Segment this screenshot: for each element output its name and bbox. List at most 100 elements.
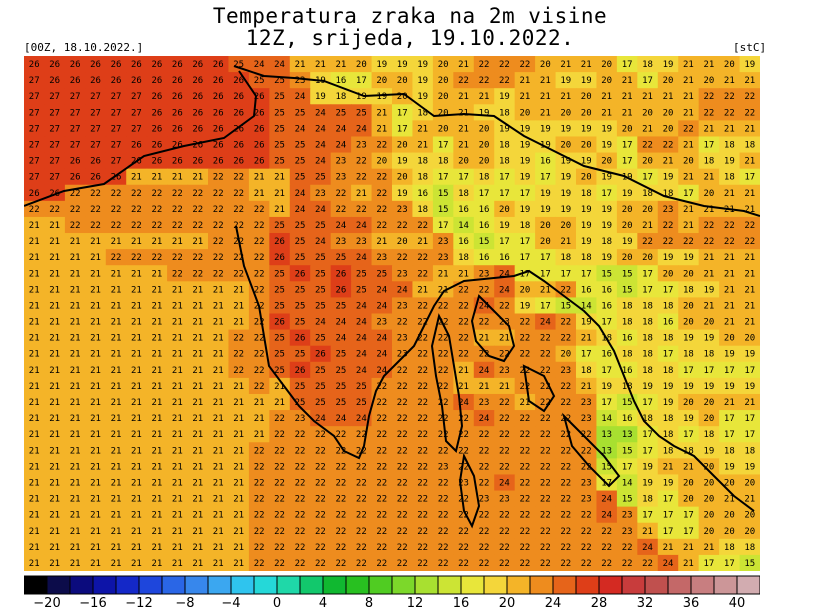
temperature-value: 22 [417, 543, 428, 553]
temperature-cell [167, 104, 189, 121]
temperature-cell [698, 120, 720, 138]
temperature-value: 22 [315, 511, 326, 521]
temperature-value: 20 [438, 108, 449, 118]
colorbar-swatch [161, 575, 186, 595]
colorbar-swatch [253, 575, 278, 595]
temperature-value: 17 [724, 414, 735, 424]
temperature-value: 21 [49, 495, 60, 505]
temperature-value: 22 [233, 334, 244, 344]
temperature-value: 22 [499, 60, 510, 70]
temperature-cell [494, 200, 516, 218]
temperature-value: 21 [151, 350, 162, 360]
temperature-cell [330, 297, 352, 315]
temperature-value: 21 [49, 301, 60, 311]
colorbar-tick-label: 24 [544, 596, 562, 611]
temperature-cell [576, 265, 598, 282]
temperature-cell [453, 120, 475, 138]
temperature-value: 22 [438, 366, 449, 376]
temperature-value: 22 [295, 462, 306, 472]
temperature-cell [187, 88, 209, 105]
temperature-value: 17 [601, 398, 612, 408]
temperature-value: 22 [417, 478, 428, 488]
temperature-cell [146, 281, 168, 298]
temperature-cell [719, 88, 741, 105]
temperature-cell [228, 184, 250, 202]
temperature-value: 25 [274, 350, 285, 360]
temperature-value: 21 [642, 124, 653, 134]
temperature-cell [412, 297, 434, 315]
temperature-value: 22 [274, 511, 285, 521]
temperature-value: 22 [458, 527, 469, 537]
temperature-cell [678, 56, 700, 73]
temperature-cell [739, 233, 760, 250]
temperature-value: 21 [131, 511, 142, 521]
temperature-cell [616, 281, 638, 298]
colorbar-tick-label: 16 [452, 596, 470, 611]
temperature-value: 21 [172, 382, 183, 392]
temperature-cell [412, 152, 434, 170]
temperature-value: 25 [376, 269, 387, 279]
temperature-value: 22 [642, 559, 653, 569]
temperature-value: 21 [131, 527, 142, 537]
temperature-cell [657, 216, 679, 234]
temperature-value: 24 [315, 108, 326, 118]
temperature-value: 17 [642, 430, 653, 440]
temperature-value: 25 [315, 382, 326, 392]
temperature-value: 25 [335, 398, 346, 408]
temperature-value: 26 [213, 141, 224, 151]
temperature-cell [678, 216, 700, 234]
temperature-value: 19 [663, 60, 674, 70]
temperature-value: 20 [683, 398, 694, 408]
temperature-cell [555, 200, 577, 218]
temperature-value: 22 [519, 462, 530, 472]
temperature-cell [739, 104, 760, 121]
temperature-value: 22 [397, 430, 408, 440]
temperature-value: 22 [417, 511, 428, 521]
temperature-value: 25 [315, 285, 326, 295]
temperature-value: 26 [70, 76, 81, 86]
temperature-value: 21 [29, 462, 40, 472]
temperature-value: 27 [49, 157, 60, 167]
temperature-value: 24 [601, 495, 612, 505]
colorbar-swatch [529, 575, 554, 595]
temperature-cell [24, 233, 46, 250]
temperature-value: 22 [254, 478, 265, 488]
temperature-value: 21 [29, 301, 40, 311]
temperature-value: 22 [397, 511, 408, 521]
temperature-value: 22 [213, 237, 224, 247]
temperature-value: 18 [519, 221, 530, 231]
temperature-value: 21 [172, 414, 183, 424]
temperature-cell [248, 168, 270, 186]
temperature-cell [719, 281, 741, 298]
temperature-cell [105, 265, 127, 282]
temperature-value: 17 [683, 511, 694, 521]
colorbar-tick-label: 4 [318, 596, 328, 611]
temperature-value: 22 [560, 318, 571, 328]
temperature-cell [289, 136, 311, 154]
temperature-cell [678, 104, 700, 121]
temperature-value: 25 [274, 141, 285, 151]
temperature-value: 21 [192, 173, 203, 183]
temperature-cell [596, 88, 618, 105]
temperature-value: 22 [581, 446, 592, 456]
temperature-value: 26 [192, 92, 203, 102]
temperature-value: 26 [254, 157, 265, 167]
temperature-cell [351, 168, 373, 186]
temperature-value: 26 [70, 173, 81, 183]
temperature-value: 21 [111, 543, 122, 553]
temperature-cell [637, 216, 659, 234]
temperature-value: 21 [111, 285, 122, 295]
temperature-value: 20 [458, 157, 469, 167]
temperature-cell [126, 136, 148, 154]
temperature-value: 21 [29, 366, 40, 376]
temperature-value: 21 [744, 253, 755, 263]
temperature-value: 20 [376, 76, 387, 86]
temperature-value: 21 [213, 446, 224, 456]
temperature-value: 24 [479, 366, 490, 376]
temperature-value: 22 [458, 414, 469, 424]
temperature-value: 22 [438, 527, 449, 537]
temperature-value: 22 [744, 108, 755, 118]
temperature-cell [85, 56, 107, 73]
temperature-value: 19 [622, 189, 633, 199]
temperature-value: 22 [315, 543, 326, 553]
